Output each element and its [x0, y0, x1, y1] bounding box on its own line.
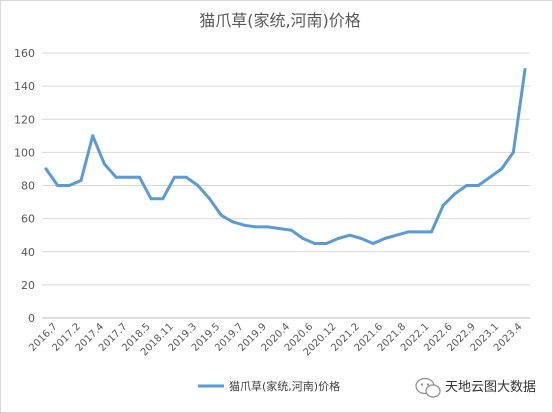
- data-point: [126, 175, 130, 179]
- data-point: [476, 184, 480, 187]
- series-layer: [44, 68, 527, 245]
- data-point: [441, 203, 445, 207]
- data-point: [430, 230, 433, 234]
- data-point: [254, 225, 258, 229]
- data-point: [219, 213, 223, 217]
- y-tick-label: 120: [14, 113, 35, 126]
- wechat-icon: [415, 377, 441, 398]
- data-point: [67, 184, 71, 187]
- data-point: [488, 175, 492, 179]
- y-tick-label: 60: [21, 213, 35, 226]
- watermark-text: 天地云图大数据: [445, 380, 536, 395]
- y-tick-label: 80: [21, 180, 35, 193]
- data-point: [289, 228, 293, 232]
- data-point: [336, 237, 340, 240]
- data-point: [184, 175, 188, 179]
- legend: 猫爪草(家统,河南)价格: [198, 379, 340, 393]
- series-line: [44, 68, 527, 245]
- data-point: [324, 242, 328, 245]
- data-point: [523, 68, 527, 72]
- legend-label: 猫爪草(家统,河南)价格: [229, 379, 340, 393]
- data-point: [173, 175, 176, 179]
- data-point: [406, 230, 410, 234]
- data-point: [301, 237, 305, 240]
- data-point: [511, 150, 515, 154]
- data-point: [313, 242, 317, 245]
- y-tick-label: 20: [21, 279, 35, 292]
- data-point: [500, 167, 504, 171]
- data-point: [102, 162, 106, 166]
- data-point: [44, 167, 48, 171]
- data-point: [243, 223, 247, 227]
- data-point: [371, 242, 375, 245]
- data-point: [348, 233, 352, 237]
- data-point: [114, 175, 118, 179]
- data-point: [196, 184, 200, 187]
- data-point: [278, 227, 282, 231]
- data-point: [138, 175, 141, 179]
- y-tick-label: 40: [21, 246, 35, 259]
- data-point: [56, 184, 60, 187]
- y-tick-label: 140: [14, 80, 35, 93]
- data-point: [465, 184, 469, 187]
- data-point: [161, 197, 165, 201]
- data-point: [91, 134, 95, 138]
- data-point: [149, 197, 153, 201]
- data-point: [266, 225, 270, 229]
- y-tick-label: 100: [14, 146, 35, 159]
- data-point: [453, 192, 457, 196]
- data-point: [383, 237, 387, 240]
- data-point: [359, 237, 363, 240]
- data-point: [79, 179, 83, 182]
- data-point: [418, 230, 422, 234]
- data-point: [231, 220, 235, 224]
- data-point: [395, 233, 398, 237]
- data-point: [208, 197, 212, 201]
- watermark: 天地云图大数据: [415, 377, 536, 398]
- y-tick-label: 0: [28, 312, 35, 325]
- y-tick-label: 160: [14, 47, 35, 60]
- chart-title: 猫爪草(家统,河南)价格: [199, 11, 361, 30]
- y-axis: 0 20 40 60 80 100 120 140 160: [14, 47, 35, 325]
- gridlines: [42, 52, 530, 319]
